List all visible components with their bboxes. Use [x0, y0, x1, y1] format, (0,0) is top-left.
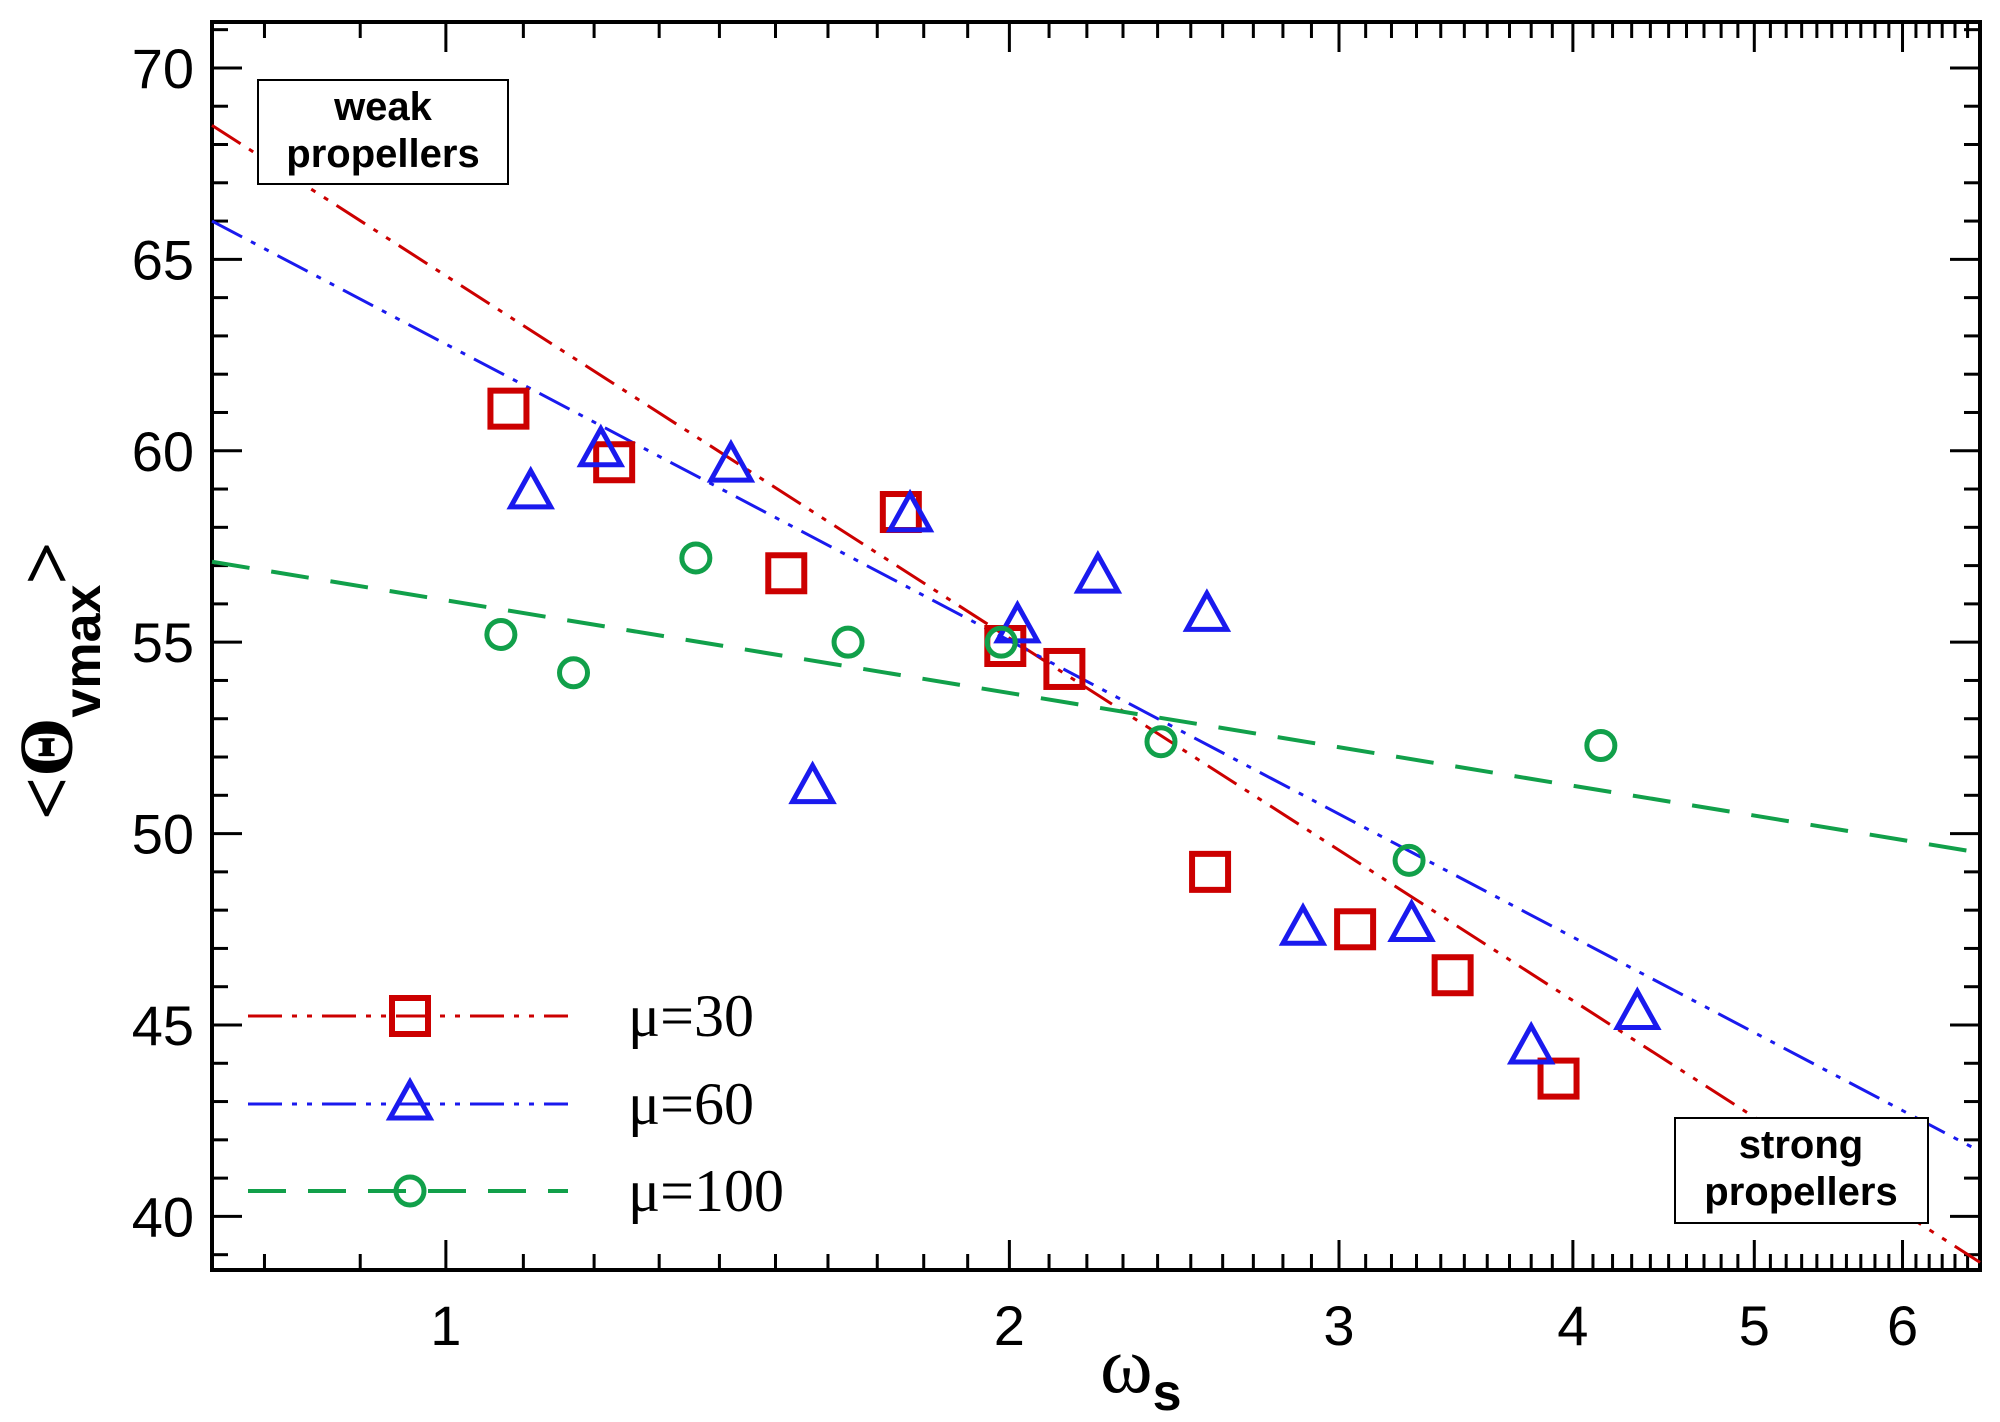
data-point-series-2: [1613, 986, 1662, 1031]
annotation-text: propellers: [286, 132, 479, 176]
data-point-series-3: [1392, 843, 1426, 877]
legend-entry-series-3: μ=100: [248, 1158, 784, 1224]
legend-entry-series-1: μ=30: [248, 983, 754, 1049]
data-point-series-1: [1189, 850, 1232, 893]
y-tick-label: 50: [132, 803, 194, 866]
data-point-series-2: [1073, 549, 1123, 594]
y-tick-label: 40: [132, 1185, 194, 1248]
y-tick-label: 65: [132, 228, 194, 291]
data-point-series-2: [1278, 902, 1328, 946]
x-tick-label: 5: [1739, 1294, 1770, 1357]
x-tick-label: 3: [1323, 1294, 1354, 1357]
fit-line-series-2: [211, 219, 1981, 1153]
data-point-series-1: [487, 387, 530, 430]
y-tick-label: 70: [132, 37, 194, 100]
legend-marker: [393, 1174, 427, 1208]
data-point-series-2: [1182, 588, 1232, 632]
legend-marker: [385, 1076, 435, 1121]
data-point-series-2: [1387, 898, 1436, 942]
y-tick-label: 45: [132, 994, 194, 1057]
data-point-series-1: [1334, 908, 1377, 951]
legend-marker: [389, 995, 431, 1037]
data-point-series-1: [765, 552, 808, 595]
x-axis-title: ωs: [1100, 1322, 1182, 1422]
data-point-series-1: [1431, 954, 1474, 997]
data-point-series-1: [1537, 1057, 1580, 1100]
data-point-series-1: [593, 441, 636, 484]
x-tick-label: 6: [1887, 1294, 1918, 1357]
y-tick-label: 60: [132, 420, 194, 483]
data-point-series-3: [1584, 729, 1618, 763]
data-point-series-2: [788, 760, 837, 805]
data-point-series-1: [1043, 647, 1086, 690]
data-point-series-3: [831, 625, 865, 659]
data-point-series-3: [679, 541, 713, 575]
data-point-series-3: [484, 618, 518, 652]
data-point-series-2: [1506, 1020, 1556, 1065]
annotation-text: strong: [1739, 1123, 1863, 1167]
x-tick-label: 2: [994, 1294, 1025, 1357]
data-point-series-2: [576, 423, 626, 468]
data-point-series-2: [885, 488, 935, 533]
x-tick-label: 4: [1557, 1294, 1588, 1357]
data-point-series-3: [557, 656, 591, 690]
fit-line-series-3: [211, 559, 1981, 855]
legend-entry-series-2: μ=60: [248, 1071, 754, 1137]
y-tick-label: 55: [132, 611, 194, 674]
data-point-series-3: [984, 625, 1018, 659]
y-axis-title: <Θvmax>: [5, 541, 112, 820]
data-point-series-3: [1144, 725, 1178, 759]
legend-label: μ=30: [628, 983, 754, 1049]
data-point-series-2: [706, 438, 756, 483]
annotation-box: [1674, 1117, 1929, 1224]
fit-line-series-1: [211, 124, 1981, 1264]
legend-label: μ=60: [628, 1071, 754, 1137]
data-point-series-2: [993, 599, 1042, 644]
annotation-text: weak: [333, 85, 433, 129]
plot-frame: [210, 20, 1982, 1272]
data-point-series-2: [506, 465, 555, 510]
annotation-text: propellers: [1704, 1170, 1897, 1214]
annotation-box: [257, 79, 509, 185]
legend-label: μ=100: [628, 1158, 784, 1224]
x-tick-label: 1: [430, 1294, 461, 1357]
